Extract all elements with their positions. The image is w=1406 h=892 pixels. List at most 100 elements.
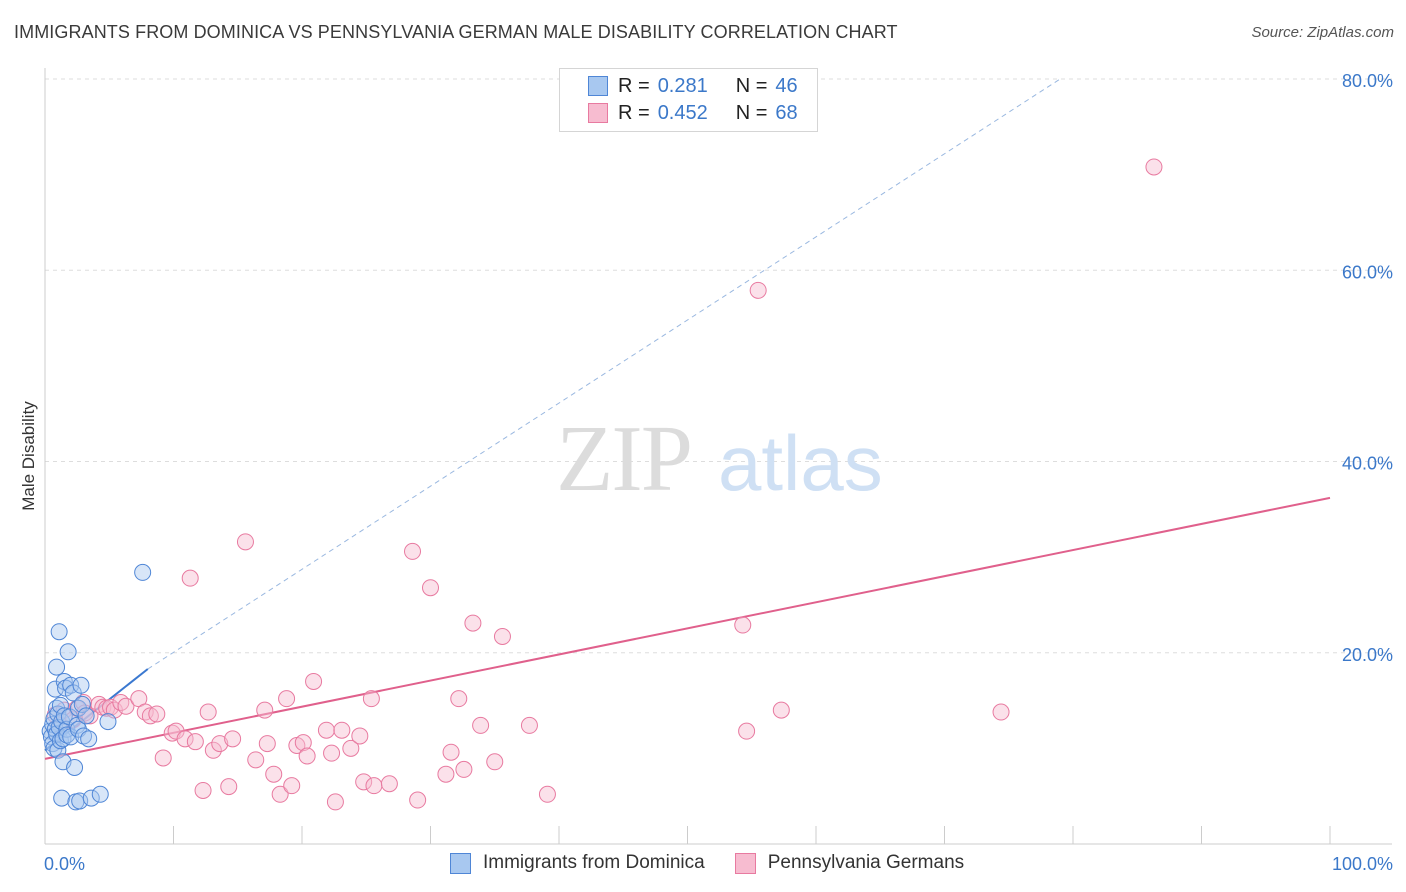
data-point-pa-germans (186, 733, 204, 751)
source-label: Source: ZipAtlas.com (1251, 24, 1394, 41)
data-point-dominica (59, 643, 77, 661)
data-point-dominica (73, 695, 91, 713)
data-point-pa-germans (204, 741, 222, 759)
legend-swatch-pink (588, 103, 608, 123)
data-point-pa-germans (181, 569, 199, 587)
data-point-pa-germans (305, 672, 323, 690)
data-point-pa-germans (351, 727, 369, 745)
data-point-dominica (134, 563, 152, 581)
legend-swatch-blue (588, 76, 608, 96)
data-point-pa-germans (538, 785, 556, 803)
data-point-pa-germans (220, 778, 238, 796)
watermark-zip: ZIP (556, 407, 691, 511)
data-point-pa-germans (734, 616, 752, 634)
legend-row-pa-germans: R = 0.452 N = 68 (588, 100, 798, 126)
data-point-dominica (82, 789, 100, 807)
data-point-pa-germans (333, 721, 351, 739)
data-point-dominica (55, 707, 73, 725)
series-legend-item-dominica[interactable]: Immigrants from Dominica (450, 852, 705, 874)
data-point-pa-germans (493, 627, 511, 645)
data-point-pa-germans (326, 793, 344, 811)
data-point-pa-germans (278, 690, 296, 708)
chart-title: IMMIGRANTS FROM DOMINICA VS PENNSYLVANIA… (14, 22, 898, 42)
data-point-pa-germans (992, 703, 1010, 721)
data-point-pa-germans (224, 730, 242, 748)
data-point-pa-germans (323, 744, 341, 762)
watermark: ZIP atlas (556, 407, 883, 511)
data-point-pa-germans (154, 749, 172, 767)
data-point-pa-germans (236, 533, 254, 551)
data-point-pa-germans (409, 791, 427, 809)
data-point-pa-germans (380, 775, 398, 793)
series-legend-item-pa-germans[interactable]: Pennsylvania Germans (734, 852, 965, 874)
data-point-dominica (48, 658, 66, 676)
data-point-pa-germans (455, 760, 473, 778)
series-swatch-pink (734, 852, 756, 874)
data-point-pa-germans (342, 739, 360, 757)
legend-n-value: 68 (775, 101, 798, 124)
legend-r-value: 0.452 (657, 101, 708, 124)
data-point-pa-germans (141, 707, 159, 725)
data-point-pa-germans (355, 773, 373, 791)
data-point-dominica (53, 789, 71, 807)
legend-n-label: N = (735, 74, 768, 97)
series-swatch-blue (450, 852, 471, 874)
data-point-dominica (75, 727, 93, 745)
data-point-pa-germans (450, 690, 468, 708)
data-point-pa-germans (271, 785, 289, 803)
data-point-pa-germans (265, 765, 283, 783)
data-point-pa-germans (258, 735, 276, 753)
data-point-pa-germans (442, 743, 460, 761)
trend-line-dominica-extended (147, 78, 1061, 670)
data-point-dominica (77, 707, 95, 725)
y-tick-label: 80.0% (1342, 71, 1393, 91)
data-point-pa-germans (294, 734, 312, 752)
data-point-pa-germans (422, 579, 439, 597)
series-legend-label: Immigrants from Dominica (483, 852, 705, 873)
data-point-dominica (80, 730, 98, 748)
data-point-pa-germans (472, 716, 490, 734)
trend-line-pa-germans (44, 496, 1331, 760)
data-point-pa-germans (1145, 158, 1163, 176)
legend-row-dominica: R = 0.281 N = 46 (588, 73, 798, 99)
data-points (41, 158, 1163, 811)
y-tick-label: 60.0% (1342, 262, 1393, 282)
watermark-atlas: atlas (718, 419, 883, 507)
x-tick-label: 0.0% (44, 854, 85, 874)
data-point-dominica (91, 785, 109, 803)
trend-line-dominica (44, 668, 149, 752)
data-point-pa-germans (117, 697, 135, 715)
data-point-pa-germans (486, 753, 504, 771)
series-legend-label: Pennsylvania Germans (767, 852, 965, 873)
data-point-pa-germans (365, 777, 383, 795)
data-point-pa-germans (437, 765, 455, 783)
data-point-pa-germans (194, 781, 212, 799)
data-point-pa-germans (247, 751, 265, 769)
y-axis-label: Male Disability (19, 401, 38, 511)
data-point-pa-germans (199, 703, 217, 721)
series-legend: Immigrants from Dominica Pennsylvania Ge… (450, 852, 994, 874)
data-point-pa-germans (738, 722, 756, 740)
data-point-pa-germans (256, 701, 274, 719)
data-point-pa-germans (464, 614, 482, 632)
legend-r-value: 0.281 (657, 74, 708, 97)
y-tick-label: 20.0% (1342, 645, 1393, 665)
data-point-dominica (72, 676, 90, 694)
data-point-pa-germans (298, 747, 316, 765)
grid-lines (45, 78, 1392, 654)
legend-r-label: R = (618, 74, 650, 97)
data-point-pa-germans (362, 690, 380, 708)
tick-labels: 20.0% 40.0% 60.0% 80.0% 0.0% 100.0% (44, 71, 1393, 874)
legend-n-label: N = (735, 101, 768, 124)
data-point-pa-germans (148, 705, 166, 723)
y-tick-label: 40.0% (1342, 454, 1393, 474)
stats-legend: R = 0.281 N = 46 R = 0.452 N = 68 (559, 68, 818, 132)
data-point-pa-germans (749, 281, 767, 299)
data-point-pa-germans (520, 716, 538, 734)
data-point-pa-germans (176, 730, 194, 748)
data-point-pa-germans (404, 542, 422, 560)
data-point-dominica (50, 623, 68, 641)
legend-r-label: R = (618, 101, 650, 124)
data-point-pa-germans (317, 721, 335, 739)
